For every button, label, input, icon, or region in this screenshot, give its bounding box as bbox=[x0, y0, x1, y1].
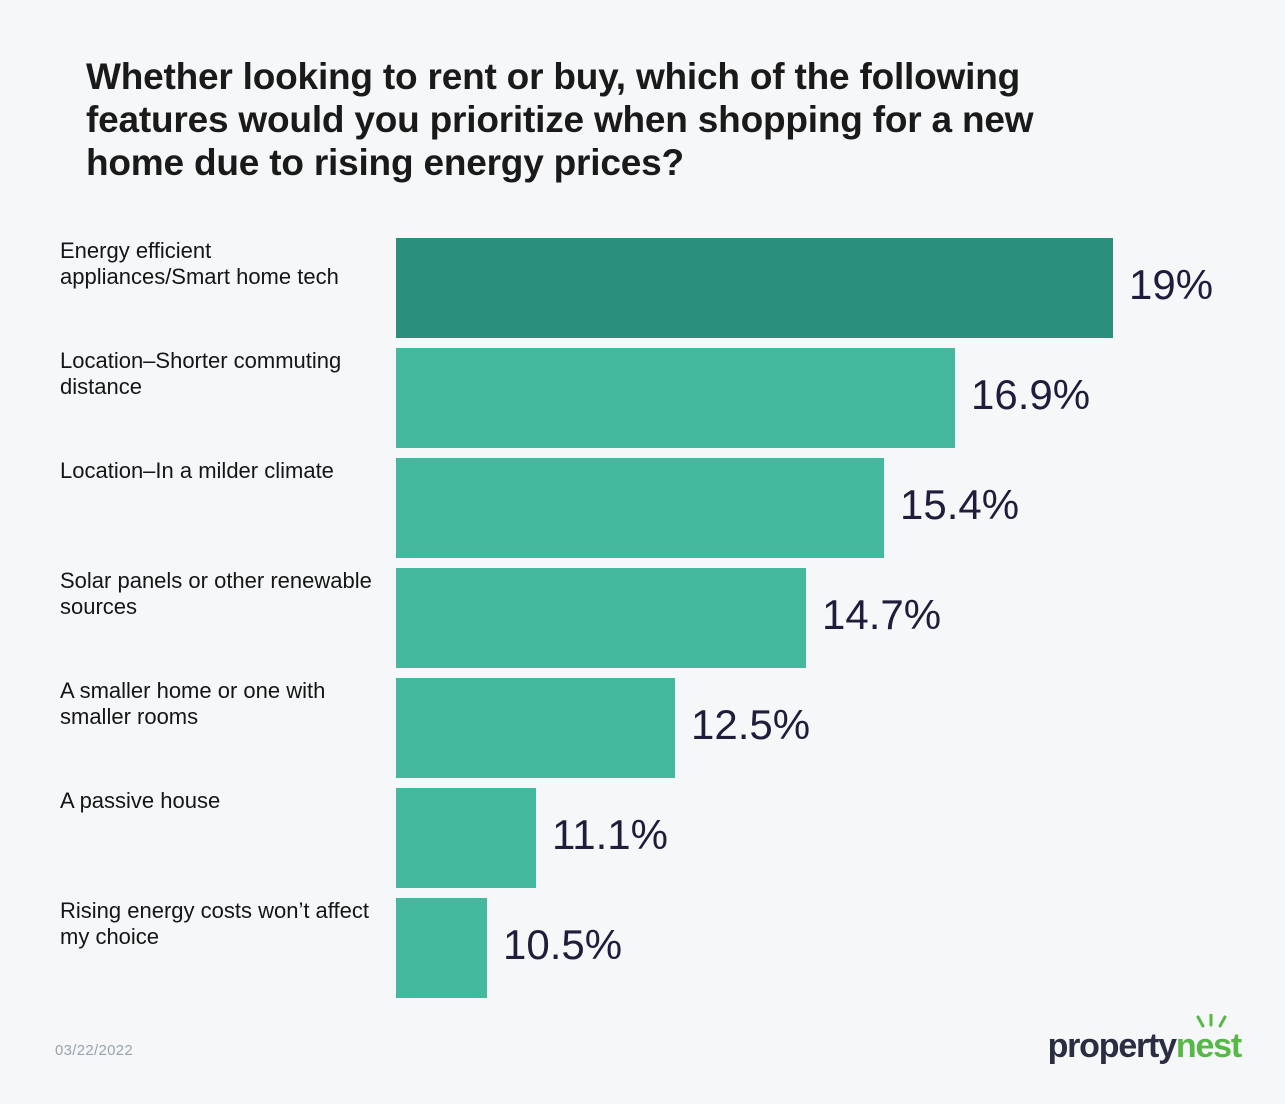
chart-row: Location–Shorter commuting distance 16.9… bbox=[0, 348, 1285, 448]
bar-value-label: 10.5% bbox=[503, 921, 623, 968]
bar-value-label: 19% bbox=[1129, 261, 1214, 308]
page-title: Whether looking to rent or buy, which of… bbox=[86, 56, 1034, 183]
chart-row: Energy efficient appliances/Smart home t… bbox=[0, 238, 1285, 338]
logo-nest-label: nest bbox=[1175, 1027, 1242, 1065]
category-label: Solar panels or other renewable sources bbox=[60, 568, 372, 619]
bar[interactable] bbox=[396, 458, 884, 558]
bar[interactable] bbox=[396, 568, 806, 668]
chart-row: Solar panels or other renewable sources … bbox=[0, 568, 1285, 668]
category-label: A passive house bbox=[60, 788, 221, 813]
category-label: Energy efficient appliances/Smart home t… bbox=[60, 238, 339, 289]
bar-value-label: 11.1% bbox=[552, 811, 668, 858]
bar[interactable] bbox=[396, 788, 536, 888]
chart-row: A smaller home or one with smaller rooms… bbox=[0, 678, 1285, 778]
logo-text-property: property bbox=[1047, 1027, 1178, 1065]
bar[interactable] bbox=[396, 898, 487, 998]
date-stamp: 03/22/2022 bbox=[55, 1042, 134, 1059]
chart-row: Rising energy costs won’t affect my choi… bbox=[0, 898, 1285, 998]
bar[interactable] bbox=[396, 678, 675, 778]
chart-row: Location–In a milder climate 15.4% bbox=[0, 458, 1285, 558]
chart-row: A passive house 11.1% bbox=[0, 788, 1285, 888]
category-label: Location–Shorter commuting distance bbox=[60, 348, 342, 399]
bar-chart: Energy efficient appliances/Smart home t… bbox=[0, 238, 1285, 1006]
category-label: Rising energy costs won’t affect my choi… bbox=[60, 898, 369, 949]
propertynest-logo: property nest bbox=[1047, 1014, 1242, 1066]
category-label: Location–In a milder climate bbox=[60, 458, 334, 483]
sparkle-rays-icon bbox=[1196, 1014, 1227, 1028]
category-label: A smaller home or one with smaller rooms bbox=[60, 678, 326, 729]
logo-wordmark: property nest bbox=[1047, 1014, 1242, 1065]
bar[interactable] bbox=[396, 238, 1113, 338]
bar-value-label: 14.7% bbox=[822, 591, 942, 638]
logo-text-nest: nest bbox=[1175, 1014, 1242, 1065]
bar-value-label: 16.9% bbox=[971, 371, 1091, 418]
bar[interactable] bbox=[396, 348, 955, 448]
bar-value-label: 12.5% bbox=[691, 701, 811, 748]
bar-value-label: 15.4% bbox=[900, 481, 1020, 528]
